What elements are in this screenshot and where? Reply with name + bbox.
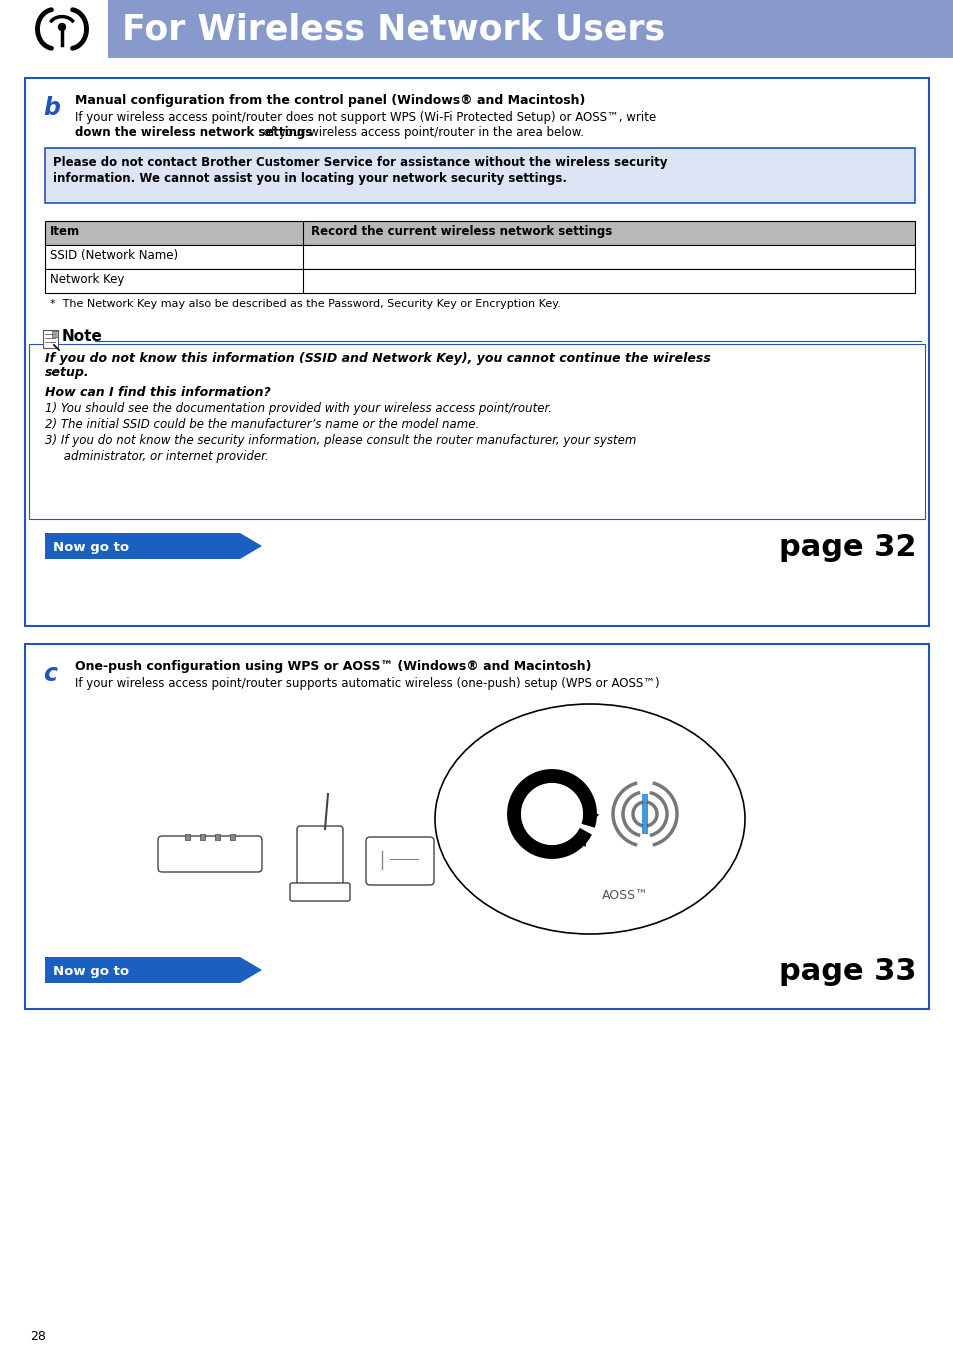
Text: 3) If you do not know the security information, please consult the router manufa: 3) If you do not know the security infor… <box>45 433 636 447</box>
Polygon shape <box>240 533 262 559</box>
Text: Record the current wireless network settings: Record the current wireless network sett… <box>311 225 612 238</box>
Polygon shape <box>585 810 598 826</box>
Text: SSID (Network Name): SSID (Network Name) <box>50 248 178 262</box>
Bar <box>43 329 58 348</box>
Bar <box>641 794 647 834</box>
Bar <box>108 0 953 58</box>
Bar <box>45 269 914 293</box>
Text: Now go to: Now go to <box>53 540 129 553</box>
Bar <box>45 221 914 244</box>
Text: Note: Note <box>62 329 103 344</box>
Text: Please do not contact Brother Customer Service for assistance without the wirele: Please do not contact Brother Customer S… <box>53 157 667 169</box>
Bar <box>45 148 914 202</box>
Text: One-push configuration using WPS or AOSS™ (Windows® and Macintosh): One-push configuration using WPS or AOSS… <box>75 660 591 674</box>
Bar <box>185 834 190 840</box>
Text: If your wireless access point/router supports automatic wireless (one-push) setu: If your wireless access point/router sup… <box>75 676 659 690</box>
Text: Network Key: Network Key <box>50 273 124 286</box>
Circle shape <box>58 23 66 31</box>
Text: If you do not know this information (SSID and Network Key), you cannot continue : If you do not know this information (SSI… <box>45 352 710 365</box>
Text: Manual configuration from the control panel (Windows® and Macintosh): Manual configuration from the control pa… <box>75 95 585 107</box>
FancyBboxPatch shape <box>366 837 434 886</box>
Text: 2) The initial SSID could be the manufacturer’s name or the model name.: 2) The initial SSID could be the manufac… <box>45 418 478 431</box>
Text: information. We cannot assist you in locating your network security settings.: information. We cannot assist you in loc… <box>53 171 566 185</box>
Text: of your wireless access point/router in the area below.: of your wireless access point/router in … <box>260 126 583 139</box>
Bar <box>25 644 928 1008</box>
Text: *  The Network Key may also be described as the Password, Security Key or Encryp: * The Network Key may also be described … <box>50 298 560 309</box>
FancyBboxPatch shape <box>296 826 343 892</box>
Bar <box>45 533 240 559</box>
Text: 1) You should see the documentation provided with your wireless access point/rou: 1) You should see the documentation prov… <box>45 402 552 414</box>
Text: page 32: page 32 <box>779 532 916 562</box>
Polygon shape <box>573 832 585 846</box>
FancyBboxPatch shape <box>158 836 262 872</box>
Text: How can I find this information?: How can I find this information? <box>45 386 271 400</box>
Polygon shape <box>444 834 464 859</box>
Bar <box>230 834 234 840</box>
Text: For Wireless Network Users: For Wireless Network Users <box>122 12 664 46</box>
Bar <box>214 834 220 840</box>
Bar <box>52 331 58 338</box>
Text: setup.: setup. <box>45 366 90 379</box>
Text: c: c <box>43 662 57 686</box>
Text: 28: 28 <box>30 1330 46 1343</box>
FancyBboxPatch shape <box>290 883 350 900</box>
Text: Item: Item <box>50 225 80 238</box>
Ellipse shape <box>435 703 744 934</box>
Text: down the wireless network settings: down the wireless network settings <box>75 126 312 139</box>
Text: Now go to: Now go to <box>53 964 129 977</box>
Polygon shape <box>240 957 262 983</box>
Bar <box>200 834 205 840</box>
Bar <box>45 957 240 983</box>
Text: AOSS™: AOSS™ <box>601 890 648 902</box>
Text: page 33: page 33 <box>779 957 916 986</box>
Bar <box>45 244 914 269</box>
Bar <box>29 344 924 518</box>
Text: b: b <box>43 96 60 120</box>
Text: administrator, or internet provider.: administrator, or internet provider. <box>45 450 269 463</box>
Bar <box>25 78 928 626</box>
Text: If your wireless access point/router does not support WPS (Wi-Fi Protected Setup: If your wireless access point/router doe… <box>75 111 656 124</box>
Polygon shape <box>444 834 467 855</box>
Bar <box>0 0 108 58</box>
